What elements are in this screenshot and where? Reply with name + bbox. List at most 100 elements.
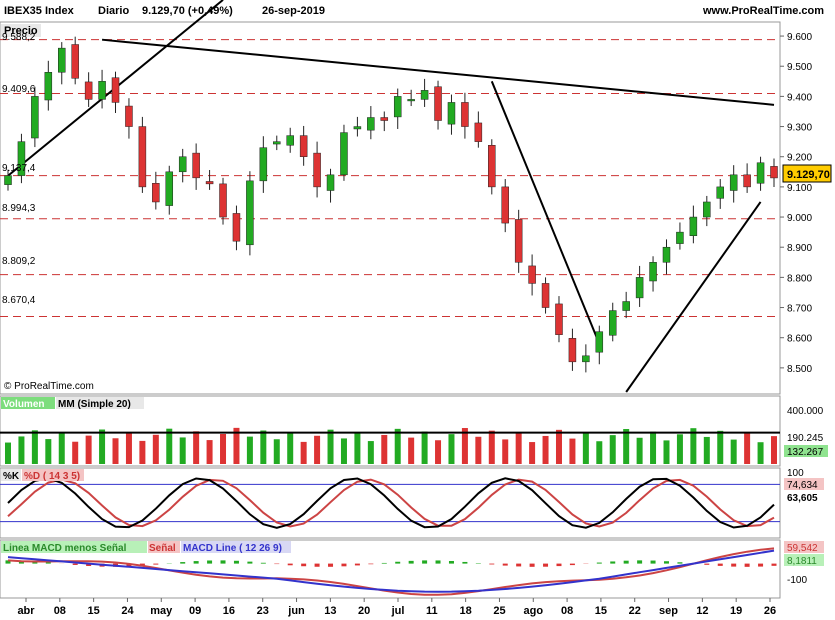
macd-legend-bg (181, 541, 291, 553)
mm-legend: MM (Simple 20) (58, 399, 131, 410)
volume-legend-bg (1, 397, 55, 409)
level-label-2: 9.409,6 (2, 84, 36, 95)
candle-body-44 (582, 355, 590, 363)
macd-hist-bar-49 (650, 560, 656, 564)
candle-body-26 (340, 132, 348, 176)
macd-hist-bar-15 (193, 561, 199, 564)
price-tick-5: 9.200 (787, 153, 812, 164)
candle-body-34 (447, 102, 456, 125)
macd-hist-bar-22 (287, 563, 293, 566)
header-site: www.ProRealTime.com (703, 5, 825, 17)
level-label-1: 9.588,2 (2, 32, 36, 43)
volume-bar-55 (730, 439, 737, 464)
trendline-4 (625, 201, 762, 393)
volume-bar-27 (354, 432, 361, 464)
macd-hist-bar-37 (489, 563, 495, 565)
macd-hist-bar-31 (408, 560, 414, 564)
candle-body-54 (716, 186, 724, 199)
volume-bar-15 (193, 431, 200, 464)
volume-bar-14 (179, 437, 186, 464)
header-last: 9.129,70 (+0,49%) (142, 5, 233, 17)
x-tick-20: sep (659, 605, 678, 617)
volume-bar-17 (220, 433, 227, 464)
candle-body-49 (649, 262, 657, 282)
macd-legend: MACD Line ( 12 26 9) (183, 543, 282, 554)
price-tick-1: 9.600 (787, 32, 812, 43)
macd-signal-line (7, 547, 775, 596)
volume-bar-7 (85, 435, 92, 464)
volume-bar-34 (448, 434, 455, 464)
stoch-k-line (7, 477, 775, 529)
k-legend-bg (1, 469, 21, 481)
level-label-4: 8.994,3 (2, 203, 36, 214)
volume-bar-4 (45, 439, 52, 464)
macd-hist-bar-51 (677, 562, 683, 564)
volume-bar-13 (166, 428, 173, 464)
price-tick-4: 9.300 (787, 123, 812, 134)
volume-bar-25 (327, 429, 334, 464)
macd-hist-bar-27 (354, 563, 360, 566)
macd-hist-bar-29 (381, 562, 387, 564)
candle-body-6 (71, 44, 79, 79)
candle-body-51 (676, 231, 684, 244)
volume-bar-51 (676, 434, 683, 464)
macd-hist-bar-16 (207, 560, 213, 564)
candle-body-4 (44, 72, 53, 101)
volume-bar-35 (461, 428, 468, 464)
candle-body-57 (756, 162, 765, 184)
x-tick-3: 15 (88, 605, 100, 617)
candle-body-35 (461, 102, 469, 127)
k-legend: %K (3, 471, 20, 482)
candle-body-22 (286, 135, 294, 146)
candle-body-12 (152, 183, 160, 203)
macd-tick-signal: 59,542 (787, 543, 818, 554)
volume-bar-12 (152, 434, 159, 464)
price-tick-12: 8.500 (787, 364, 812, 375)
x-tick-12: jul (391, 605, 405, 617)
x-tick-8: 23 (257, 605, 269, 617)
volume-bar-38 (502, 439, 509, 464)
volume-bar-58 (771, 436, 777, 464)
macd-hist-bar-17 (220, 560, 226, 564)
candle-body-43 (568, 338, 577, 363)
x-tick-23: 26 (764, 605, 776, 617)
candle-body-31 (407, 99, 415, 102)
candle-body-41 (541, 283, 550, 308)
candle-body-40 (528, 265, 536, 284)
macd-hist-bar-23 (301, 563, 307, 567)
candle-body-27 (353, 126, 362, 130)
d-legend-bg (22, 469, 84, 481)
vol-last-box (784, 445, 828, 457)
candle-body-42 (555, 303, 563, 335)
macd-hist-bar-12 (153, 563, 159, 565)
macd-hist-bar-33 (435, 560, 441, 564)
macd-hist-bar-6 (72, 563, 78, 565)
header-period: Diario (98, 5, 130, 17)
macd-hist-bar-38 (502, 563, 508, 566)
volume-bar-16 (206, 440, 213, 464)
x-tick-21: 12 (696, 605, 708, 617)
macd-hist-bar-35 (462, 561, 468, 564)
volume-bar-46 (609, 435, 616, 464)
level-label-6: 8.670,4 (2, 295, 36, 306)
volume-bar-37 (488, 430, 495, 464)
volume-bar-33 (435, 440, 442, 464)
candle-body-58 (770, 166, 778, 179)
x-tick-18: 15 (595, 605, 607, 617)
volume-bar-36 (475, 436, 482, 464)
macd-hist-bar-20 (260, 562, 266, 564)
candle-body-14 (178, 156, 187, 173)
candle-body-8 (98, 81, 106, 100)
vol-tick-mm: 190.245 (787, 433, 824, 444)
macd-hist-bar-53 (704, 563, 710, 565)
volume-bar-50 (663, 440, 670, 464)
candle-body-33 (434, 86, 442, 121)
volume-bar-52 (690, 428, 697, 464)
macd-tick-min: -100 (787, 575, 807, 586)
volume-bar-41 (542, 435, 549, 464)
macd-hist-bar-47 (623, 560, 629, 564)
candle-body-18 (232, 213, 241, 242)
volume-bar-29 (381, 434, 388, 464)
volume-bar-23 (300, 441, 307, 464)
